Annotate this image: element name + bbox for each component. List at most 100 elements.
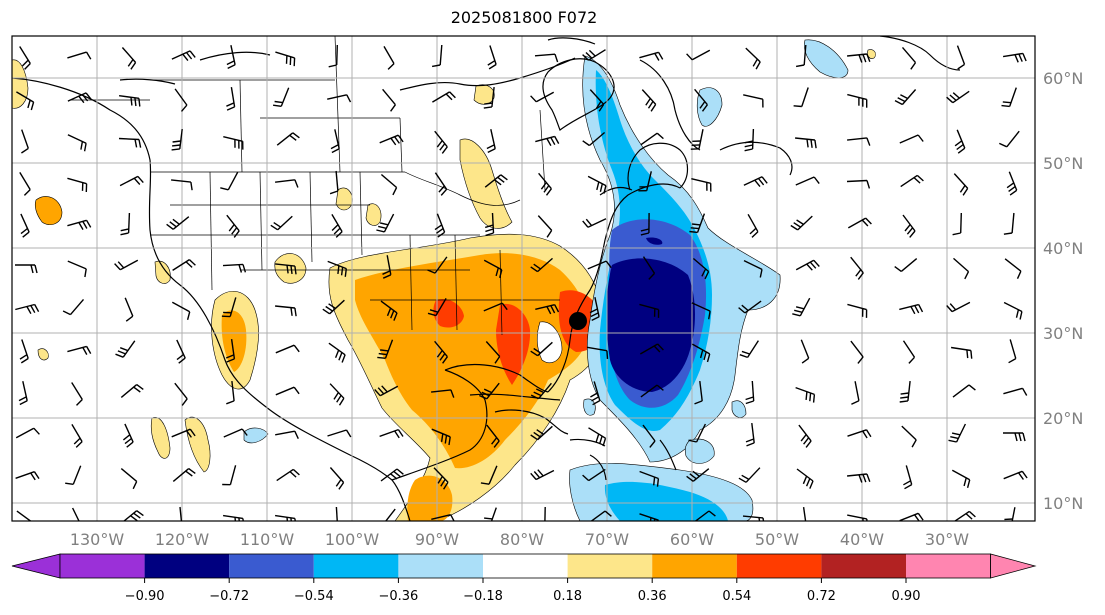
wind-barb (1003, 301, 1023, 320)
wind-barb (484, 507, 497, 521)
wind-barb (795, 386, 816, 403)
wind-barb (850, 256, 864, 280)
wind-barb (795, 176, 820, 186)
wind-barb (745, 380, 755, 405)
wind-barb (899, 134, 924, 144)
wind-barb (329, 383, 345, 406)
wind-barb (582, 131, 606, 147)
wind-barb (480, 465, 498, 485)
wind-barb (530, 425, 553, 441)
wind-barb (847, 217, 872, 229)
wind-barb (847, 303, 868, 318)
wind-barb (67, 134, 87, 152)
wind-barb (901, 425, 917, 448)
colorbar-segment (313, 554, 399, 578)
wind-barb (223, 514, 244, 521)
wind-barb (738, 300, 762, 314)
wind-barb (275, 263, 297, 275)
map-canvas (12, 36, 1035, 521)
wind-barb (1006, 171, 1018, 196)
colorbar-segment (144, 554, 230, 578)
wind-barb (220, 171, 239, 191)
wind-barb (587, 260, 612, 270)
wind-barb (483, 87, 495, 109)
colorbar-tick-label: 0.36 (638, 589, 667, 604)
wind-barb (689, 213, 706, 234)
wind-barb (590, 381, 601, 406)
wind-barb (537, 215, 553, 238)
colorbar-segment (652, 554, 737, 578)
wind-barb (171, 428, 196, 438)
colorbar-segment (821, 554, 906, 578)
wind-barb (124, 297, 134, 322)
wind-barb (275, 344, 300, 354)
wind-barb (226, 45, 236, 70)
colorbar-extend-high (990, 553, 1037, 579)
wind-barb (946, 90, 970, 104)
wind-barb (738, 467, 761, 483)
lon-label: 100°W (325, 530, 380, 549)
wind-barb (639, 303, 660, 318)
wind-barb (694, 88, 708, 112)
wind-barb (743, 176, 768, 188)
wind-barb (1002, 52, 1027, 63)
wind-barb (530, 341, 553, 357)
wind-barb (275, 430, 299, 439)
wind-barb (894, 258, 918, 272)
wind-barb (327, 429, 352, 438)
wind-barb (171, 50, 196, 62)
graticule (12, 36, 1035, 521)
wind-barb (851, 381, 860, 405)
wind-barb (328, 342, 346, 363)
wind-barb (952, 384, 976, 398)
wind-barb (795, 44, 807, 68)
wind-barb (640, 132, 664, 146)
wind-barb (739, 340, 759, 359)
wind-barb (62, 298, 85, 316)
wind-barb (946, 301, 971, 313)
wind-barb (276, 468, 300, 482)
wind-barb (951, 469, 971, 488)
state-borders (70, 36, 560, 336)
wind-barb (376, 213, 395, 233)
wind-barb (1003, 387, 1028, 396)
wind-barb (999, 130, 1020, 148)
wind-barb (327, 260, 347, 277)
lon-label: 120°W (155, 530, 210, 549)
wind-barb (380, 173, 398, 196)
colorbar-segment (60, 554, 145, 578)
wind-barb (588, 427, 607, 447)
wind-barb (329, 467, 345, 490)
wind-barb (67, 51, 92, 60)
wind-barb (900, 174, 924, 188)
wind-barb (120, 468, 138, 490)
wind-barb (903, 465, 913, 490)
wind-barb (383, 46, 395, 70)
wind-barb (223, 428, 248, 438)
wind-barb (638, 171, 652, 192)
wind-barb (275, 514, 296, 521)
wind-barb (686, 468, 710, 482)
wind-barb (382, 88, 396, 112)
wind-barb (692, 257, 710, 280)
wind-barb (954, 129, 966, 154)
wind-barb (691, 178, 712, 192)
wind-barb (119, 175, 144, 187)
lon-label: 130°W (70, 530, 125, 549)
wind-barb (379, 428, 404, 439)
wind-barb (120, 212, 131, 236)
wind-barb (15, 471, 40, 481)
wind-barb (800, 339, 810, 364)
wind-barb (380, 468, 404, 482)
lat-label: 20°N (1043, 409, 1083, 428)
wind-barb (377, 339, 394, 359)
wind-barb (328, 44, 338, 68)
wind-barb (431, 389, 455, 398)
wind-barb (850, 340, 864, 364)
wind-barb (67, 92, 92, 104)
colorbar-tick-label: 0.54 (722, 589, 751, 604)
wind-barb (483, 302, 508, 312)
wind-barb (374, 385, 399, 397)
wind-barb (1001, 87, 1017, 108)
